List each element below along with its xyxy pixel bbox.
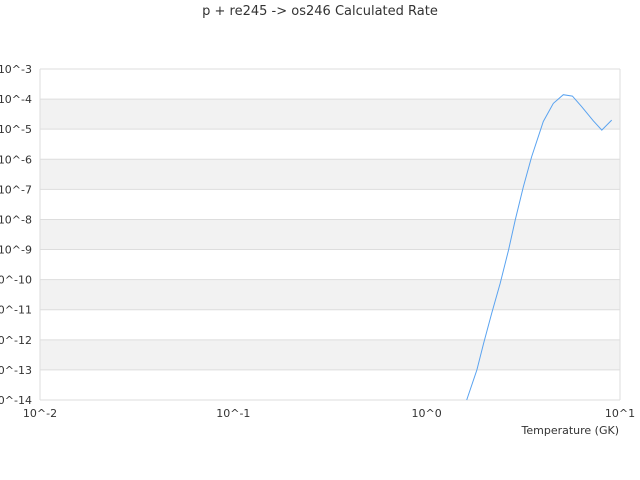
y-tick-label: 10^-5 (0, 123, 32, 136)
x-tick-label: 10^1 (605, 407, 635, 420)
x-tick-label: 10^-2 (23, 407, 57, 420)
y-tick-label: 10^-14 (0, 394, 32, 407)
grid-band (40, 339, 620, 370)
grid-band (40, 219, 620, 250)
grid-band (40, 159, 620, 190)
grid-band (40, 99, 620, 130)
x-tick-label: 10^-1 (216, 407, 250, 420)
y-tick-label: 10^-13 (0, 364, 32, 377)
chart-title: p + re245 -> os246 Calculated Rate (202, 4, 438, 19)
y-tick-label: 10^-11 (0, 304, 32, 317)
x-axis-label: Temperature (GK) (521, 424, 620, 437)
y-tick-label: 10^-8 (0, 213, 32, 226)
x-tick-label: 10^0 (412, 407, 442, 420)
y-tick-label: 10^-9 (0, 244, 32, 257)
grid-band (40, 279, 620, 310)
y-tick-label: 10^-4 (0, 93, 32, 106)
y-tick-label: 10^-12 (0, 334, 32, 347)
rate-series-line (466, 94, 613, 401)
y-tick-label: 10^-7 (0, 183, 32, 196)
y-tick-label: 10^-3 (0, 63, 32, 76)
y-tick-label: 10^-6 (0, 153, 32, 166)
y-tick-label: 10^-10 (0, 274, 32, 287)
